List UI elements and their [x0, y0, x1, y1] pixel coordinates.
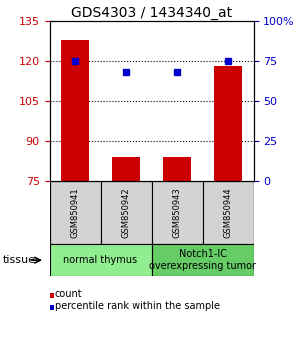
- Bar: [100, 181, 152, 244]
- Bar: [152, 244, 254, 276]
- Text: GSM850941: GSM850941: [70, 187, 80, 238]
- Text: percentile rank within the sample: percentile rank within the sample: [55, 301, 220, 311]
- Bar: [50, 181, 100, 244]
- Bar: [61, 40, 89, 181]
- Bar: [202, 181, 253, 244]
- Text: GSM850944: GSM850944: [224, 187, 232, 238]
- Bar: [112, 156, 140, 181]
- Bar: [163, 156, 191, 181]
- Text: Notch1-IC
overexpressing tumor: Notch1-IC overexpressing tumor: [149, 249, 256, 271]
- Text: GSM850943: GSM850943: [172, 187, 182, 238]
- Text: normal thymus: normal thymus: [63, 255, 138, 265]
- Text: tissue: tissue: [3, 255, 36, 265]
- Bar: [50, 244, 152, 276]
- Bar: [152, 181, 202, 244]
- Text: GSM850942: GSM850942: [122, 187, 130, 238]
- Bar: [214, 67, 242, 181]
- Title: GDS4303 / 1434340_at: GDS4303 / 1434340_at: [71, 6, 232, 20]
- Text: count: count: [55, 289, 82, 299]
